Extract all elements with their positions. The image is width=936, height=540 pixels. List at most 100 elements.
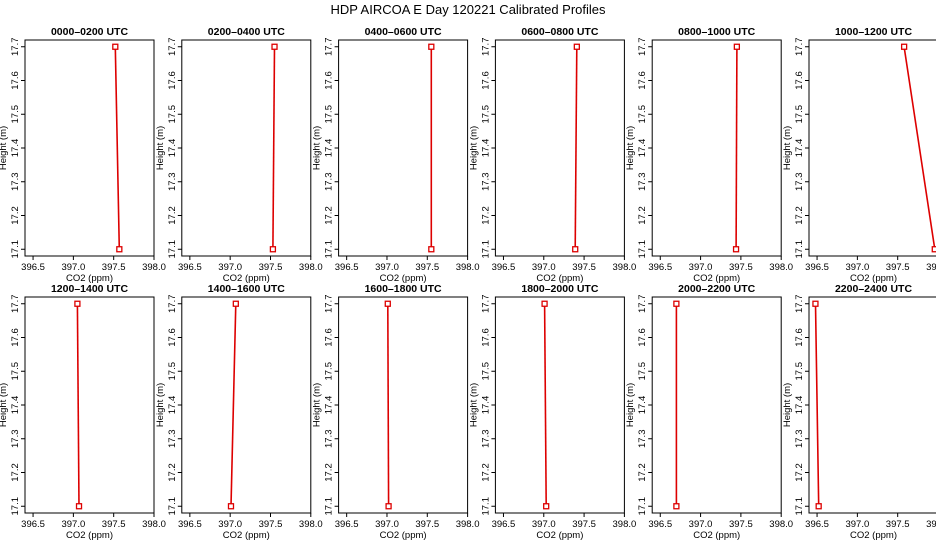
y-tick-label: 17.2 (480, 463, 491, 482)
data-point (541, 300, 548, 307)
profile-line (814, 303, 820, 507)
data-point (900, 43, 908, 50)
x-tick-label: 396.5 (805, 519, 829, 530)
panel-title: 1200–1400 UTC (51, 283, 128, 295)
y-tick-label: 17.2 (167, 463, 178, 482)
x-tick-label: 396.5 (335, 519, 359, 530)
x-tick-label: 397.5 (415, 262, 439, 273)
panel-3: 0600–0800 UTC 396.5 397.0 397.5 398.0 CO2 (pp… (468, 26, 636, 284)
x-tick-label: 398.0 (456, 519, 480, 530)
y-tick-label: 17.6 (167, 71, 178, 90)
panel-title: 2200–2400 UTC (835, 283, 912, 295)
panel-2: 0400–0600 UTC 396.5 397.0 397.5 398.0 CO2 (pp… (312, 26, 480, 284)
x-tick-label: 398.0 (769, 262, 793, 273)
y-tick-label: 17.7 (10, 295, 21, 314)
y-tick-label: 17.2 (324, 463, 335, 482)
y-tick-label: 17.6 (794, 71, 805, 90)
data-point (733, 43, 741, 50)
plot-frame (651, 39, 782, 257)
y-tick-label: 17.5 (637, 105, 648, 124)
data-point (75, 503, 83, 510)
x-tick-label: 397.5 (259, 262, 283, 273)
y-tick-label: 17.5 (480, 105, 491, 124)
plot-frame (808, 39, 936, 257)
data-point (573, 43, 580, 50)
y-tick-label: 17.1 (324, 497, 335, 516)
plot-frame (494, 39, 625, 257)
x-axis-label: CO2 (ppm) (66, 530, 113, 540)
y-tick-label: 17.5 (794, 105, 805, 124)
y-tick-label: 17.2 (10, 206, 21, 225)
profile-line (735, 46, 738, 250)
x-tick-label: 397.0 (532, 262, 556, 273)
plot-frame (808, 296, 936, 514)
panel-title: 0600–0800 UTC (521, 26, 598, 38)
y-tick-label: 17.4 (637, 139, 648, 158)
y-tick-label: 17.2 (794, 206, 805, 225)
y-tick-label: 17.1 (10, 497, 21, 516)
y-tick-label: 17.4 (480, 139, 491, 158)
y-tick-label: 17.4 (10, 139, 21, 158)
data-point (732, 246, 740, 253)
x-tick-label: 397.0 (61, 519, 85, 530)
data-point (269, 246, 277, 253)
x-tick-label: 397.5 (886, 519, 910, 530)
y-tick-label: 17.6 (324, 71, 335, 90)
y-tick-label: 17.4 (167, 396, 178, 415)
x-tick-label: 396.5 (21, 519, 45, 530)
x-tick-label: 397.0 (845, 262, 869, 273)
x-tick-label: 397.5 (729, 519, 753, 530)
x-tick-label: 398.0 (613, 519, 637, 530)
profile-line (76, 303, 80, 507)
panel-0: 0000–0200 UTC 396.5 397.0 397.5 398.0 CO2 (pp… (0, 26, 166, 284)
x-tick-label: 398.0 (926, 519, 936, 530)
panel-4: 0800–1000 UTC 396.5 397.0 397.5 398.0 CO2 (pp… (625, 26, 793, 284)
x-tick-label: 397.0 (218, 519, 242, 530)
x-tick-label: 396.5 (648, 519, 672, 530)
y-tick-label: 17.1 (167, 240, 178, 259)
y-tick-label: 17.5 (10, 362, 21, 381)
figure-title: HDP AIRCOA E Day 120221 Calibrated Profi… (330, 2, 606, 17)
plot-frame (338, 296, 469, 514)
y-tick-label: 17.3 (324, 430, 335, 449)
y-tick-label: 17.7 (637, 295, 648, 314)
y-tick-label: 17.5 (167, 362, 178, 381)
panels: 0000–0200 UTC 396.5 397.0 397.5 398.0 CO2 (pp… (0, 26, 936, 540)
data-point (673, 503, 680, 510)
data-point (227, 503, 235, 510)
plot-frame (494, 296, 625, 514)
x-axis-label: CO2 (ppm) (380, 530, 427, 540)
y-tick-label: 17.3 (167, 173, 178, 192)
plot-frame (651, 296, 782, 514)
plot-frame (24, 39, 155, 257)
panel-title: 0000–0200 UTC (51, 26, 128, 38)
x-axis-label: CO2 (ppm) (536, 273, 583, 284)
y-tick-label: 17.3 (637, 430, 648, 449)
x-axis-label: CO2 (ppm) (536, 530, 583, 540)
panel-title: 1000–1200 UTC (835, 26, 912, 38)
y-tick-label: 17.4 (637, 396, 648, 415)
y-tick-label: 17.1 (10, 240, 21, 259)
y-tick-label: 17.2 (480, 206, 491, 225)
y-tick-label: 17.3 (480, 430, 491, 449)
panel-title: 2000–2200 UTC (678, 283, 755, 295)
data-point (812, 300, 819, 307)
profile-line (114, 46, 121, 250)
y-axis-label: Height (m) (312, 126, 323, 170)
data-point (428, 246, 435, 253)
x-tick-label: 396.5 (178, 519, 202, 530)
y-tick-label: 17.4 (480, 396, 491, 415)
x-axis-label: CO2 (ppm) (223, 530, 270, 540)
data-point (271, 43, 278, 50)
y-tick-label: 17.3 (794, 173, 805, 192)
y-axis-label: Height (m) (155, 126, 166, 170)
y-axis-label: Height (m) (782, 383, 793, 427)
profile-line (386, 303, 390, 507)
y-tick-label: 17.6 (167, 328, 178, 347)
y-tick-label: 17.4 (167, 139, 178, 158)
x-tick-label: 398.0 (613, 262, 637, 273)
y-tick-label: 17.4 (794, 139, 805, 158)
y-tick-label: 17.4 (10, 396, 21, 415)
x-tick-label: 398.0 (142, 262, 166, 273)
